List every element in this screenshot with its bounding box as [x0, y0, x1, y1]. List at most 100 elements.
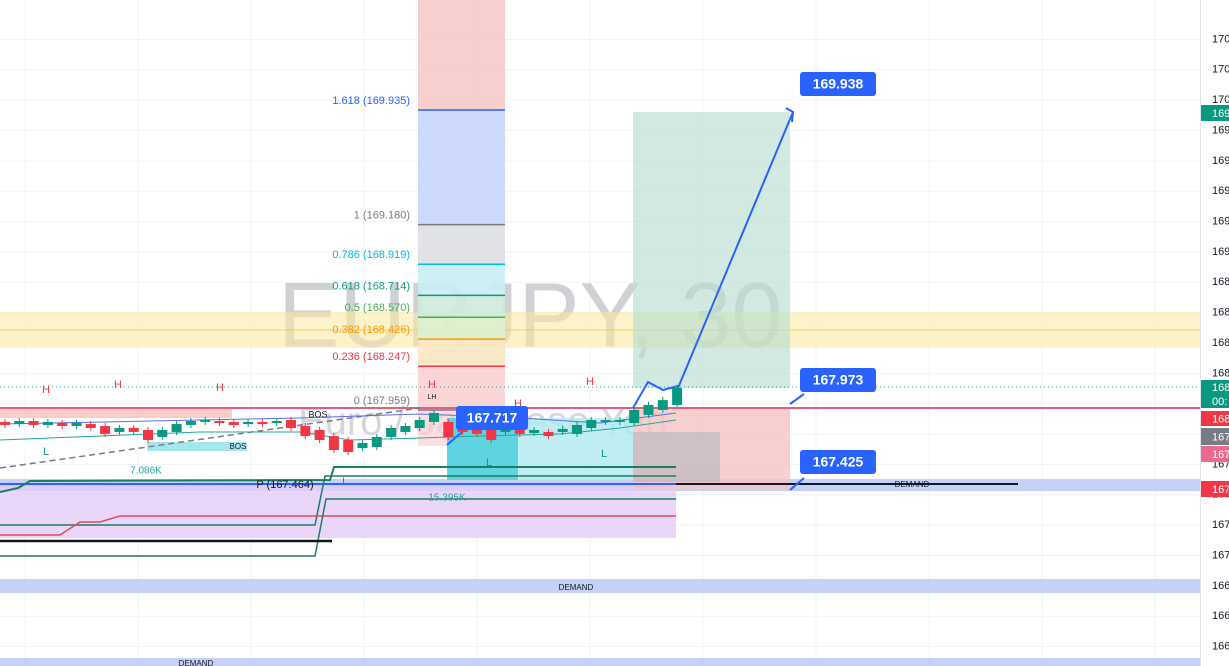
price-box — [800, 368, 876, 392]
candle-body — [672, 387, 683, 405]
candle-body — [386, 428, 397, 437]
candle-body — [629, 409, 640, 424]
fib-label: 1.618 (169.935) — [332, 95, 410, 107]
band-line — [0, 498, 676, 557]
price-box — [800, 72, 876, 96]
y-tick-label: 170 — [1212, 64, 1229, 76]
candle-body — [400, 426, 411, 432]
bos-zone — [147, 442, 247, 451]
price-tag-label: 167 — [1212, 449, 1229, 461]
annotation: 7.086K — [130, 466, 162, 477]
annotation: 15.395K — [428, 493, 466, 504]
pink-zone — [0, 408, 232, 418]
zigzag — [632, 380, 679, 409]
annotation: DEMAND — [559, 583, 594, 592]
purple-zone — [0, 486, 676, 538]
annotation: L — [43, 446, 49, 458]
fib-band — [418, 317, 505, 340]
price-box — [800, 450, 876, 474]
price-tag-label: 169 — [1212, 108, 1229, 120]
annotation: BOS — [308, 409, 327, 419]
fib-band-top — [418, 0, 505, 111]
candle-body — [486, 428, 497, 441]
band-line — [0, 515, 676, 536]
candle-body — [128, 428, 139, 432]
projection-arrow — [677, 111, 794, 389]
price-tag — [1201, 380, 1229, 394]
candle-body — [586, 419, 597, 429]
candle-body — [57, 423, 68, 427]
candle-body — [243, 421, 254, 425]
demand-zone — [0, 658, 1200, 666]
y-tick-label: 170 — [1212, 33, 1229, 45]
annotation: P (167.464) — [256, 479, 313, 491]
annotation: H — [216, 382, 224, 394]
price-tag-label: 168 — [1212, 413, 1229, 425]
annotation: L — [601, 448, 607, 460]
price-tag — [1201, 481, 1229, 497]
candle-body — [143, 429, 153, 441]
candle-body — [357, 443, 368, 449]
y-tick-label: 168 — [1212, 367, 1229, 379]
fib-band — [418, 366, 505, 410]
y-tick-label: 169 — [1212, 185, 1229, 197]
annotation: LH — [428, 394, 437, 401]
fib-label: 0 (167.959) — [354, 395, 410, 407]
candle-body — [42, 421, 53, 425]
ma-line — [0, 412, 677, 425]
price-tag — [1201, 394, 1229, 408]
price-tag-label: 00: — [1212, 396, 1227, 408]
candle-body — [114, 428, 125, 432]
candle-body — [429, 412, 439, 422]
dashed-trend — [0, 407, 421, 469]
y-tick-label: 166 — [1212, 610, 1229, 622]
annotation: H — [114, 379, 122, 391]
fib-label: 0.5 (168.570) — [345, 302, 410, 314]
fib-label: 0.618 (168.714) — [332, 280, 410, 292]
candle-body — [529, 429, 540, 434]
band-line — [0, 466, 676, 493]
candle-body — [614, 419, 625, 422]
price-tag — [1201, 428, 1229, 445]
y-tick-label: 167 — [1212, 519, 1229, 531]
y-tick-label: 167 — [1212, 549, 1229, 561]
candle-body — [85, 424, 96, 429]
price-tag-label: 168 — [1212, 382, 1229, 394]
pointer — [789, 393, 805, 405]
candle-body — [171, 424, 182, 432]
fib-band — [418, 264, 505, 296]
grey-box — [633, 432, 720, 482]
y-tick-label: 169 — [1212, 124, 1229, 136]
candle-body — [657, 400, 668, 410]
candle-body — [214, 421, 225, 424]
arrow-head — [785, 107, 795, 123]
candle-body — [14, 421, 25, 425]
annotation: H — [514, 398, 522, 410]
candle-body — [71, 423, 82, 427]
candle-body — [600, 419, 611, 422]
fib-band — [418, 339, 505, 367]
price-tag — [1201, 411, 1229, 426]
candle-body — [200, 419, 211, 422]
candle-body — [228, 421, 239, 425]
candle-body — [0, 421, 10, 425]
price-box-label: 167.717 — [467, 410, 518, 426]
price-tag-label: 167 — [1212, 484, 1229, 496]
fib-band — [418, 295, 505, 318]
candle-body — [514, 429, 525, 434]
fib-label: 0.236 (168.247) — [332, 351, 410, 363]
y-tick-label: 168 — [1212, 337, 1229, 349]
y-tick-label: 169 — [1212, 155, 1229, 167]
candle-body — [286, 419, 296, 429]
y-tick-label: 170 — [1212, 94, 1229, 106]
price-box-label: 167.973 — [813, 372, 864, 388]
annotation: BOS — [230, 442, 247, 451]
target-box — [633, 112, 790, 388]
fib-band — [418, 110, 505, 225]
candle-body — [343, 440, 354, 452]
y-tick-label: 166 — [1212, 640, 1229, 652]
candle-body — [314, 429, 325, 441]
annotation: DEMAND — [179, 659, 214, 666]
